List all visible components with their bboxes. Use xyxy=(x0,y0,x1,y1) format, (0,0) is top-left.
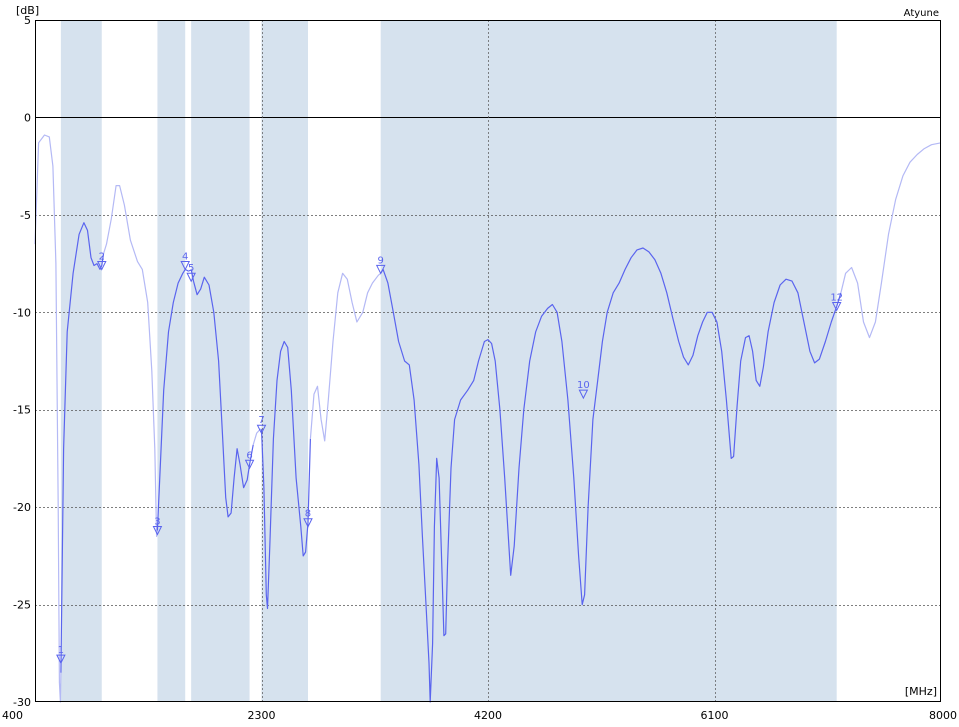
band-0 xyxy=(60,20,102,702)
x-tick-label: 6100 xyxy=(701,709,729,722)
series-layer xyxy=(34,134,942,703)
marker-6 xyxy=(244,459,255,470)
series-line-out-band xyxy=(309,272,382,442)
band-3 xyxy=(261,20,308,702)
series-line-in-band xyxy=(190,269,254,518)
marker-label-4: 4 xyxy=(182,252,188,263)
y-axis-label: [dB] xyxy=(16,4,39,17)
marker-label-7: 7 xyxy=(258,415,264,426)
y-tick-label: -20 xyxy=(13,501,31,514)
marker-9 xyxy=(375,264,386,275)
grid-lines xyxy=(35,20,941,702)
y-tick-label: -10 xyxy=(13,306,31,319)
marker-2 xyxy=(96,261,107,271)
series-line-out-band xyxy=(252,428,262,445)
marker-label-3: 3 xyxy=(154,517,160,528)
band-4 xyxy=(380,20,837,702)
marker-12 xyxy=(831,301,842,312)
series-line-in-band xyxy=(60,222,105,673)
chart-title: Atyune xyxy=(904,8,939,19)
marker-label-12: 12 xyxy=(830,292,843,303)
marker-4 xyxy=(180,261,191,271)
y-tick-label: -15 xyxy=(13,404,31,417)
marker-label-1: 1 xyxy=(58,645,64,656)
marker-label-8: 8 xyxy=(305,509,311,520)
marker-1 xyxy=(56,654,66,665)
series-line-out-band xyxy=(34,134,62,703)
plot-frame xyxy=(35,20,941,702)
marker-7 xyxy=(256,424,267,435)
x-tick-label: 400 xyxy=(2,709,23,722)
marker-10 xyxy=(578,389,589,400)
band-2 xyxy=(191,20,250,702)
band-1 xyxy=(157,20,186,702)
series-line-in-band xyxy=(156,268,190,531)
x-tick-label: 2300 xyxy=(248,709,276,722)
x-tick-label: 8000 xyxy=(929,709,957,722)
marker-label-6: 6 xyxy=(246,450,252,461)
x-axis-label: [MHz] xyxy=(905,685,937,698)
series-line-in-band xyxy=(380,247,842,703)
y-tick-label: 0 xyxy=(24,111,31,124)
marker-label-2: 2 xyxy=(99,252,105,263)
y-tick-label: -25 xyxy=(13,599,31,612)
marker-label-10: 10 xyxy=(577,380,590,391)
y-tick-label: 5 xyxy=(24,14,31,27)
y-tick-label: -30 xyxy=(13,696,31,709)
marker-label-5: 5 xyxy=(188,263,194,274)
series-line-out-band xyxy=(102,185,158,537)
series-line-in-band xyxy=(260,340,311,610)
marker-3 xyxy=(152,526,163,536)
frequency-bands xyxy=(60,20,837,702)
y-tick-label: -5 xyxy=(20,209,31,222)
marker-label-9: 9 xyxy=(378,255,384,266)
marker-5 xyxy=(186,272,196,283)
x-tick-label: 4200 xyxy=(474,709,502,722)
marker-8 xyxy=(303,518,313,528)
series-line-out-band xyxy=(840,142,942,339)
